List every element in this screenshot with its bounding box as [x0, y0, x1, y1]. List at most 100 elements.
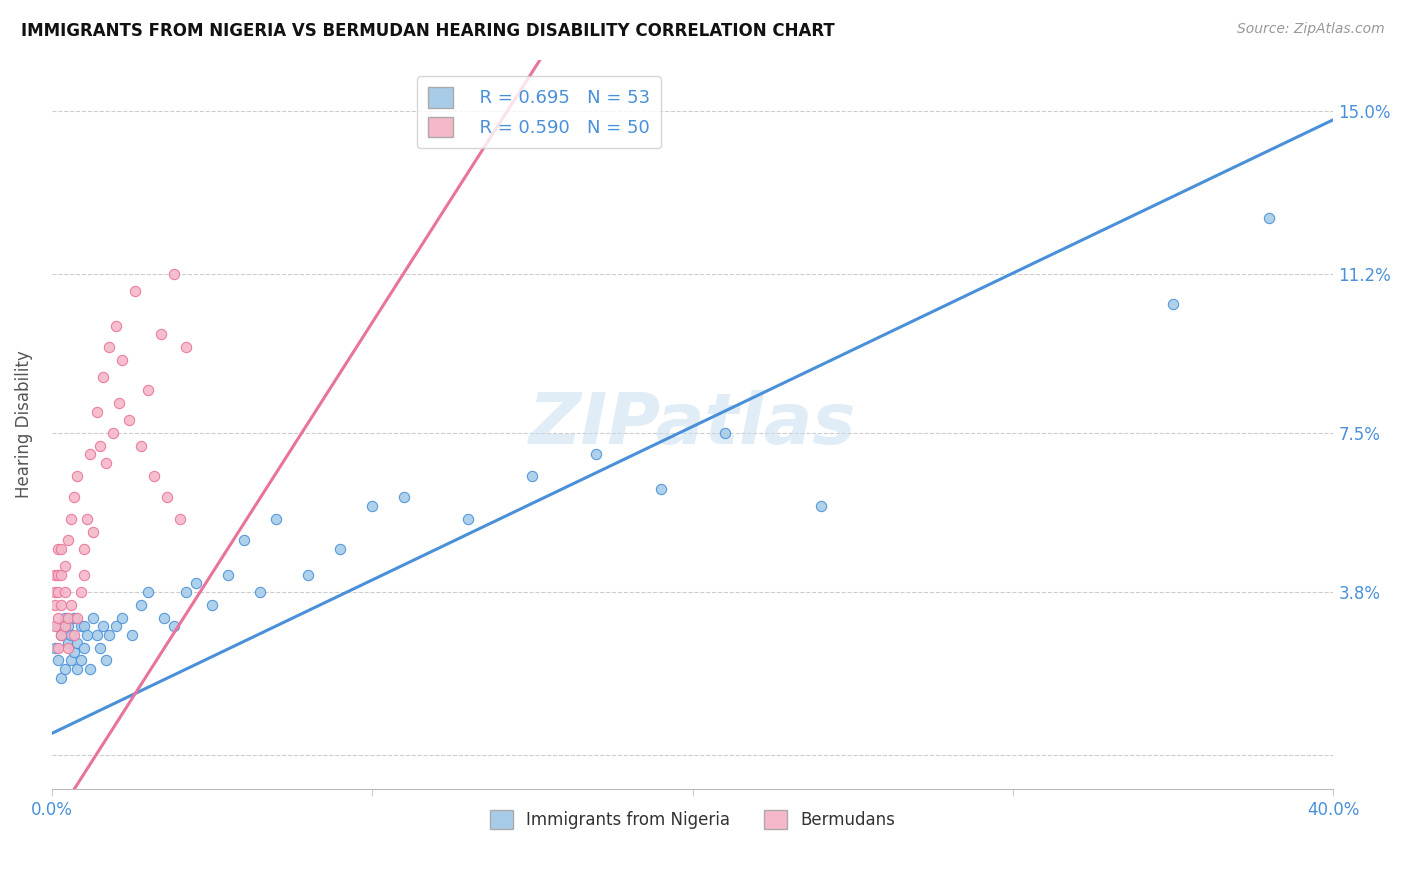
Point [98, 628, 121, 642]
Point [69, 653, 91, 667]
Point [73, 640, 96, 655]
Point [143, 469, 166, 483]
Y-axis label: Hearing Disability: Hearing Disability [15, 351, 32, 499]
Point [51, 541, 73, 556]
Point [69, 619, 91, 633]
Point [44, 619, 66, 633]
Point [73, 567, 96, 582]
Point [59, 653, 82, 667]
Point [46, 584, 69, 599]
Point [73, 541, 96, 556]
Point [136, 584, 159, 599]
Point [184, 576, 207, 591]
Point [361, 499, 384, 513]
Point [104, 619, 127, 633]
Point [56, 636, 79, 650]
Point [56, 533, 79, 548]
Point [46, 610, 69, 624]
Point [46, 640, 69, 655]
Point [56, 640, 79, 655]
Point [264, 512, 287, 526]
Point [297, 567, 319, 582]
Point [79, 447, 101, 461]
Point [53, 662, 76, 676]
Point [46, 541, 69, 556]
Point [46, 619, 69, 633]
Point [329, 541, 352, 556]
Point [176, 584, 198, 599]
Point [66, 662, 89, 676]
Point [162, 267, 184, 281]
Point [233, 533, 256, 548]
Point [59, 512, 82, 526]
Point [66, 610, 89, 624]
Point [63, 628, 86, 642]
Text: Source: ZipAtlas.com: Source: ZipAtlas.com [1237, 22, 1385, 37]
Point [51, 598, 73, 612]
Point [53, 619, 76, 633]
Point [91, 370, 114, 384]
Point [82, 610, 104, 624]
Point [53, 610, 76, 624]
Point [44, 567, 66, 582]
Point [111, 610, 134, 624]
Point [96, 456, 118, 470]
Point [76, 628, 98, 642]
Point [96, 653, 118, 667]
Point [522, 469, 544, 483]
Point [136, 383, 159, 397]
Point [56, 610, 79, 624]
Point [108, 396, 131, 410]
Point [53, 584, 76, 599]
Point [810, 499, 832, 513]
Point [153, 610, 176, 624]
Point [63, 645, 86, 659]
Point [392, 491, 415, 505]
Point [162, 619, 184, 633]
Point [104, 318, 127, 333]
Point [156, 491, 179, 505]
Point [66, 636, 89, 650]
Point [217, 567, 239, 582]
Point [117, 413, 139, 427]
Point [63, 491, 86, 505]
Point [53, 559, 76, 574]
Point [1258, 211, 1281, 226]
Legend: Immigrants from Nigeria, Bermudans: Immigrants from Nigeria, Bermudans [484, 803, 903, 836]
Point [176, 340, 198, 354]
Point [59, 598, 82, 612]
Point [149, 327, 172, 342]
Point [585, 447, 607, 461]
Point [121, 628, 143, 642]
Text: IMMIGRANTS FROM NIGERIA VS BERMUDAN HEARING DISABILITY CORRELATION CHART: IMMIGRANTS FROM NIGERIA VS BERMUDAN HEAR… [21, 22, 835, 40]
Point [59, 628, 82, 642]
Point [457, 512, 479, 526]
Point [98, 340, 121, 354]
Point [51, 628, 73, 642]
Point [131, 598, 153, 612]
Point [89, 439, 111, 453]
Point [89, 640, 111, 655]
Point [44, 584, 66, 599]
Point [131, 439, 153, 453]
Point [101, 425, 124, 440]
Point [91, 619, 114, 633]
Point [44, 640, 66, 655]
Point [86, 404, 108, 418]
Point [79, 662, 101, 676]
Point [86, 628, 108, 642]
Point [650, 482, 672, 496]
Text: ZIPatlas: ZIPatlas [529, 390, 856, 458]
Point [63, 610, 86, 624]
Point [249, 584, 271, 599]
Point [169, 512, 191, 526]
Point [56, 619, 79, 633]
Point [713, 425, 735, 440]
Point [51, 628, 73, 642]
Point [46, 567, 69, 582]
Point [66, 469, 89, 483]
Point [111, 353, 134, 368]
Point [73, 619, 96, 633]
Point [1161, 297, 1184, 311]
Point [76, 512, 98, 526]
